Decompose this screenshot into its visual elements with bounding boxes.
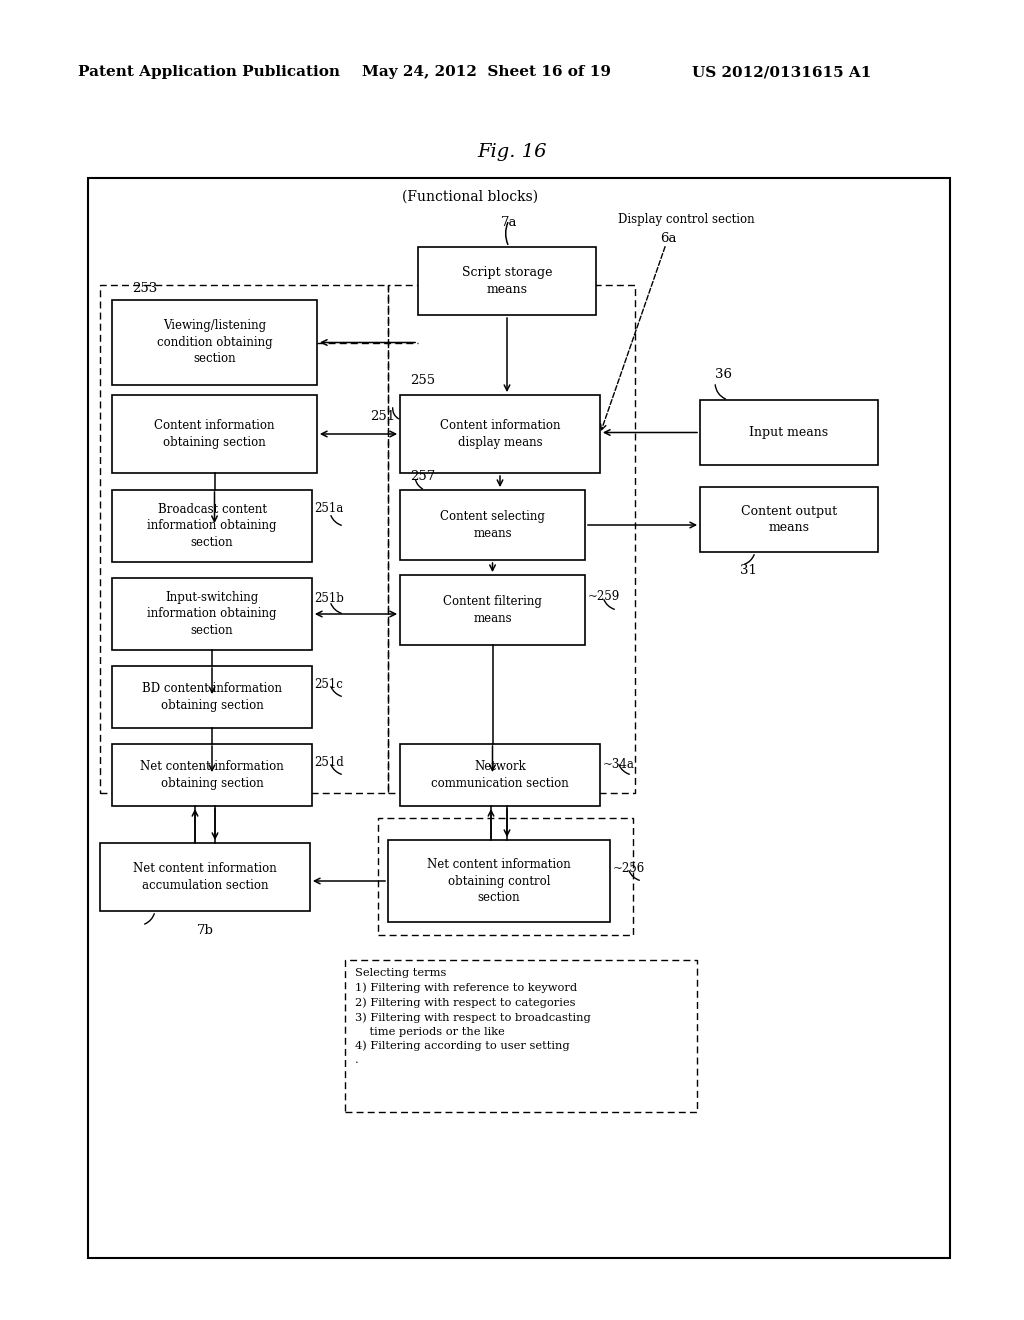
Bar <box>378 818 633 935</box>
Text: 7b: 7b <box>197 924 213 937</box>
Bar <box>112 395 317 473</box>
Text: Fig. 16: Fig. 16 <box>477 143 547 161</box>
Text: Display control section: Display control section <box>618 214 755 227</box>
Bar <box>400 490 585 560</box>
Text: 251d: 251d <box>314 755 344 768</box>
Text: ~34a: ~34a <box>603 758 635 771</box>
Text: Patent Application Publication: Patent Application Publication <box>78 65 340 79</box>
Text: 251c: 251c <box>314 677 343 690</box>
Text: BD content information
obtaining section: BD content information obtaining section <box>142 682 282 711</box>
Bar <box>400 744 600 807</box>
Bar <box>400 395 600 473</box>
Text: Script storage
means: Script storage means <box>462 267 552 296</box>
Text: US 2012/0131615 A1: US 2012/0131615 A1 <box>692 65 871 79</box>
Text: Net content information
accumulation section: Net content information accumulation sec… <box>133 862 276 892</box>
Bar <box>345 960 697 1111</box>
Text: (Functional blocks): (Functional blocks) <box>402 190 538 205</box>
Text: May 24, 2012  Sheet 16 of 19: May 24, 2012 Sheet 16 of 19 <box>362 65 611 79</box>
Bar <box>88 178 950 1258</box>
Text: ~256: ~256 <box>613 862 645 874</box>
Text: 255: 255 <box>410 375 435 388</box>
Text: 31: 31 <box>740 564 757 577</box>
Text: Broadcast content
information obtaining
section: Broadcast content information obtaining … <box>147 503 276 549</box>
Text: Selecting terms
1) Filtering with reference to keyword
2) Filtering with respect: Selecting terms 1) Filtering with refere… <box>355 968 591 1065</box>
Text: 257: 257 <box>410 470 435 483</box>
Bar <box>112 578 312 649</box>
Bar <box>112 667 312 729</box>
Bar <box>418 247 596 315</box>
Text: 6a: 6a <box>660 231 677 244</box>
Text: Network
communication section: Network communication section <box>431 760 569 789</box>
Text: 251: 251 <box>370 411 395 424</box>
Bar <box>112 744 312 807</box>
Bar <box>112 300 317 385</box>
Text: Content information
display means: Content information display means <box>439 420 560 449</box>
Bar <box>100 843 310 911</box>
Bar <box>400 576 585 645</box>
Text: 251b: 251b <box>314 591 344 605</box>
Text: Input means: Input means <box>750 426 828 440</box>
Text: 7a: 7a <box>501 215 517 228</box>
Text: 253: 253 <box>132 282 158 296</box>
Text: Content information
obtaining section: Content information obtaining section <box>155 420 274 449</box>
Bar <box>700 400 878 465</box>
Text: Content selecting
means: Content selecting means <box>440 511 545 540</box>
Bar <box>388 840 610 921</box>
Bar <box>388 285 635 793</box>
Text: Viewing/listening
condition obtaining
section: Viewing/listening condition obtaining se… <box>157 319 272 366</box>
Text: 36: 36 <box>715 368 732 381</box>
Text: Net content information
obtaining section: Net content information obtaining sectio… <box>140 760 284 789</box>
Text: Net content information
obtaining control
section: Net content information obtaining contro… <box>427 858 570 904</box>
Text: Content filtering
means: Content filtering means <box>443 595 542 624</box>
Text: 251a: 251a <box>314 502 343 515</box>
Text: ~259: ~259 <box>588 590 621 603</box>
Bar <box>112 490 312 562</box>
Text: Input-switching
information obtaining
section: Input-switching information obtaining se… <box>147 591 276 638</box>
Text: Content output
means: Content output means <box>741 504 837 535</box>
Bar <box>700 487 878 552</box>
Bar <box>100 285 388 793</box>
